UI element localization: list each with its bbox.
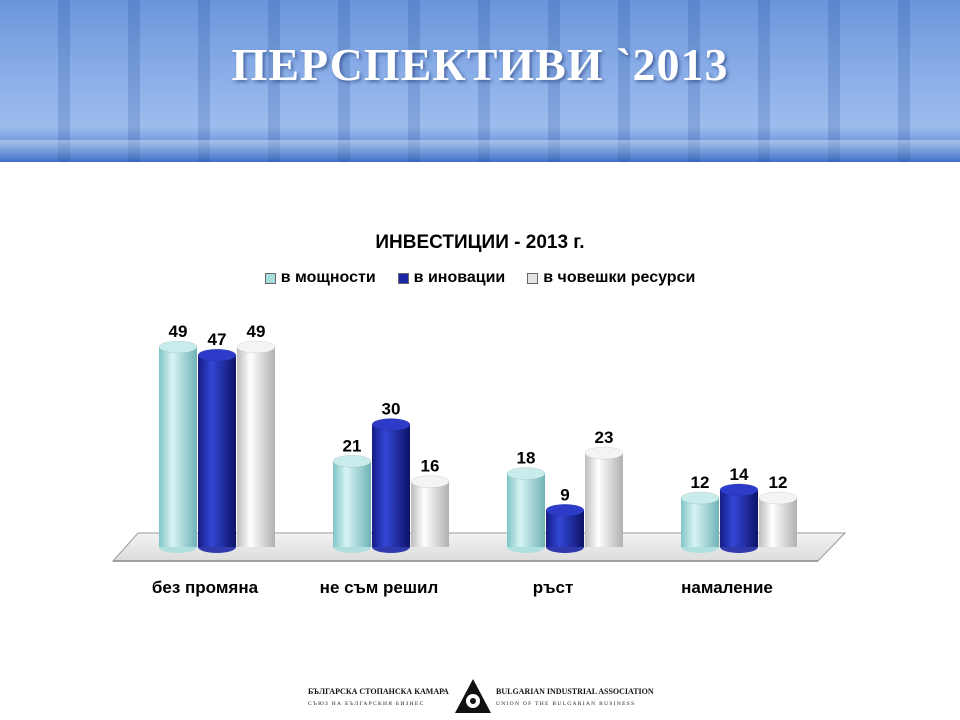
data-label: 21 [343, 436, 362, 455]
bar-human-resources-3 [584, 446, 624, 553]
org-subtitle-en: UNION OF THE BULGARIAN BUSINESS [496, 701, 636, 707]
category-label: без промяна [152, 578, 259, 597]
bar-innovation-4 [719, 483, 759, 553]
bar-innovation-3 [545, 504, 585, 553]
legend-item-human-resources: в човешки ресурси [527, 269, 695, 287]
bar-innovation-1 [197, 348, 237, 553]
org-name-bg: БЪЛГАРСКА СТОПАНСКА КАМАРА [308, 687, 449, 696]
footer-logo-block: БЪЛГАРСКА СТОПАНСКА КАМАРА СЪЮЗ НА БЪЛГА… [300, 675, 660, 717]
category-label: намаление [681, 578, 773, 597]
data-label: 47 [208, 330, 227, 349]
legend-item-innovation: в иновации [397, 269, 506, 287]
data-label: 18 [517, 449, 536, 468]
legend-swatch-human-resources [527, 272, 539, 284]
bar-capacity-3 [506, 467, 546, 553]
category-label: ръст [533, 578, 574, 597]
bar-capacity-1 [158, 340, 198, 553]
bar-human-resources-1 [236, 340, 276, 553]
chart-legend: в мощности в иновации в човешки ресурси [0, 269, 960, 287]
bar-capacity-4 [680, 491, 720, 553]
data-label: 9 [560, 485, 569, 504]
bar-human-resources-2 [410, 475, 450, 553]
data-label: 23 [595, 428, 614, 447]
bar-human-resources-4 [758, 491, 798, 553]
legend-label-human-resources: в човешки ресурси [543, 269, 696, 286]
legend-swatch-capacity [264, 272, 276, 284]
data-label: 30 [382, 400, 401, 419]
legend-item-capacity: в мощности [264, 269, 376, 287]
category-label: не съм решил [320, 578, 439, 597]
data-label: 16 [421, 457, 440, 476]
legend-swatch-innovation [397, 272, 409, 284]
legend-label-innovation: в иновации [413, 269, 506, 286]
data-label: 14 [730, 465, 749, 484]
org-subtitle-bg: СЪЮЗ НА БЪЛГАРСКИЯ БИЗНЕС [308, 701, 425, 707]
banner-shine [0, 140, 960, 162]
legend-label-capacity: в мощности [280, 269, 376, 286]
data-label: 49 [247, 322, 266, 341]
bar-capacity-2 [332, 455, 372, 553]
bar-innovation-2 [371, 418, 411, 553]
org-name-en: BULGARIAN INDUSTRIAL ASSOCIATION [496, 687, 654, 696]
data-label: 12 [691, 473, 710, 492]
chart-title: ИНВЕСТИЦИИ - 2013 г. [375, 232, 585, 253]
data-label: 49 [169, 322, 188, 341]
bia-logo-icon [455, 679, 491, 713]
page-title: ПЕРСПЕКТИВИ `2013 [231, 39, 729, 90]
data-label: 12 [769, 473, 788, 492]
header-banner: ПЕРСПЕКТИВИ `2013 [0, 0, 960, 162]
